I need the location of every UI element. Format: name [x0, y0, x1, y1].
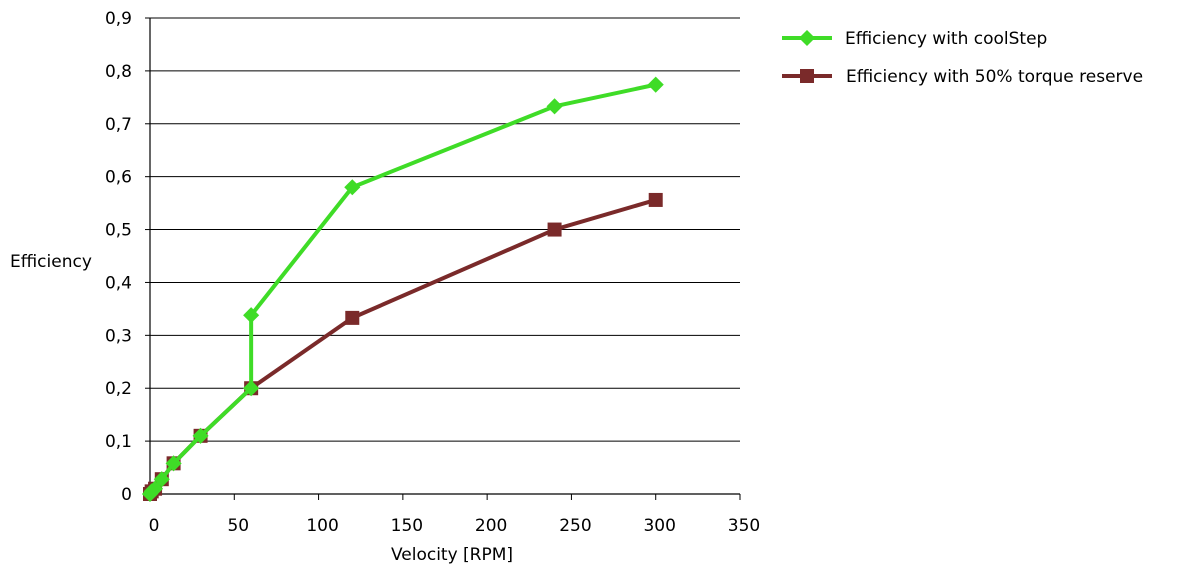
x-tick-label: 100 — [306, 516, 338, 536]
y-tick-label: 0,1 — [105, 432, 132, 452]
y-tick-label: 0,8 — [105, 62, 132, 82]
axes — [145, 17, 741, 500]
data-point-diamond — [147, 480, 164, 497]
x-tick-label: 300 — [643, 516, 675, 536]
y-tick-label: 0 — [121, 485, 132, 505]
y-tick-label: 0,6 — [105, 168, 132, 188]
data-point-diamond — [344, 179, 361, 196]
x-tick-label: 150 — [391, 516, 423, 536]
y-tick-label: 0,3 — [105, 326, 132, 346]
series-line — [148, 197, 658, 496]
y-tick-label: 0,2 — [105, 379, 132, 399]
x-tick-label: 50 — [227, 516, 249, 536]
y-tick-label: 0,7 — [105, 115, 132, 135]
y-tick-label: 0,5 — [105, 221, 132, 241]
y-tick-labels: 0 0,1 0,2 0,3 0,4 0,5 0,6 0,7 0,8 0,9 — [105, 9, 132, 505]
data-point-diamond — [546, 98, 563, 115]
data-point-diamond — [192, 427, 209, 444]
series-line — [148, 82, 658, 496]
legend-item-0: Efficiency with coolStep — [782, 29, 1047, 49]
x-tick-labels: 0 50 100 150 200 250 300 350 — [149, 516, 761, 536]
legend-item-1: Efficiency with 50% torque reserve — [782, 67, 1143, 87]
y-axis-title: Efficiency — [10, 252, 92, 272]
data-point-diamond — [647, 76, 664, 93]
data-point-square — [800, 69, 814, 83]
series — [141, 76, 664, 503]
x-axis-title: Velocity [RPM] — [391, 545, 513, 565]
data-point-diamond — [798, 29, 816, 47]
legend: Efficiency with coolStep Efficiency with … — [782, 29, 1143, 87]
data-point-diamond — [165, 455, 182, 472]
data-point-diamond — [243, 307, 260, 324]
series-1 — [143, 192, 663, 501]
data-point-diamond — [243, 380, 260, 397]
x-tick-label: 200 — [475, 516, 507, 536]
y-tick-label: 0,4 — [105, 273, 132, 293]
series-0 — [141, 76, 664, 503]
x-tick-label: 250 — [559, 516, 591, 536]
x-tick-label: 350 — [728, 516, 760, 536]
x-tick-label: 0 — [149, 516, 160, 536]
data-point-square — [648, 192, 663, 207]
data-point-square — [345, 310, 360, 325]
data-point-diamond — [153, 471, 170, 488]
data-point-square — [547, 222, 562, 237]
y-tick-label: 0,9 — [105, 9, 132, 29]
legend-label: Efficiency with 50% torque reserve — [846, 67, 1143, 87]
legend-label: Efficiency with coolStep — [845, 29, 1047, 49]
